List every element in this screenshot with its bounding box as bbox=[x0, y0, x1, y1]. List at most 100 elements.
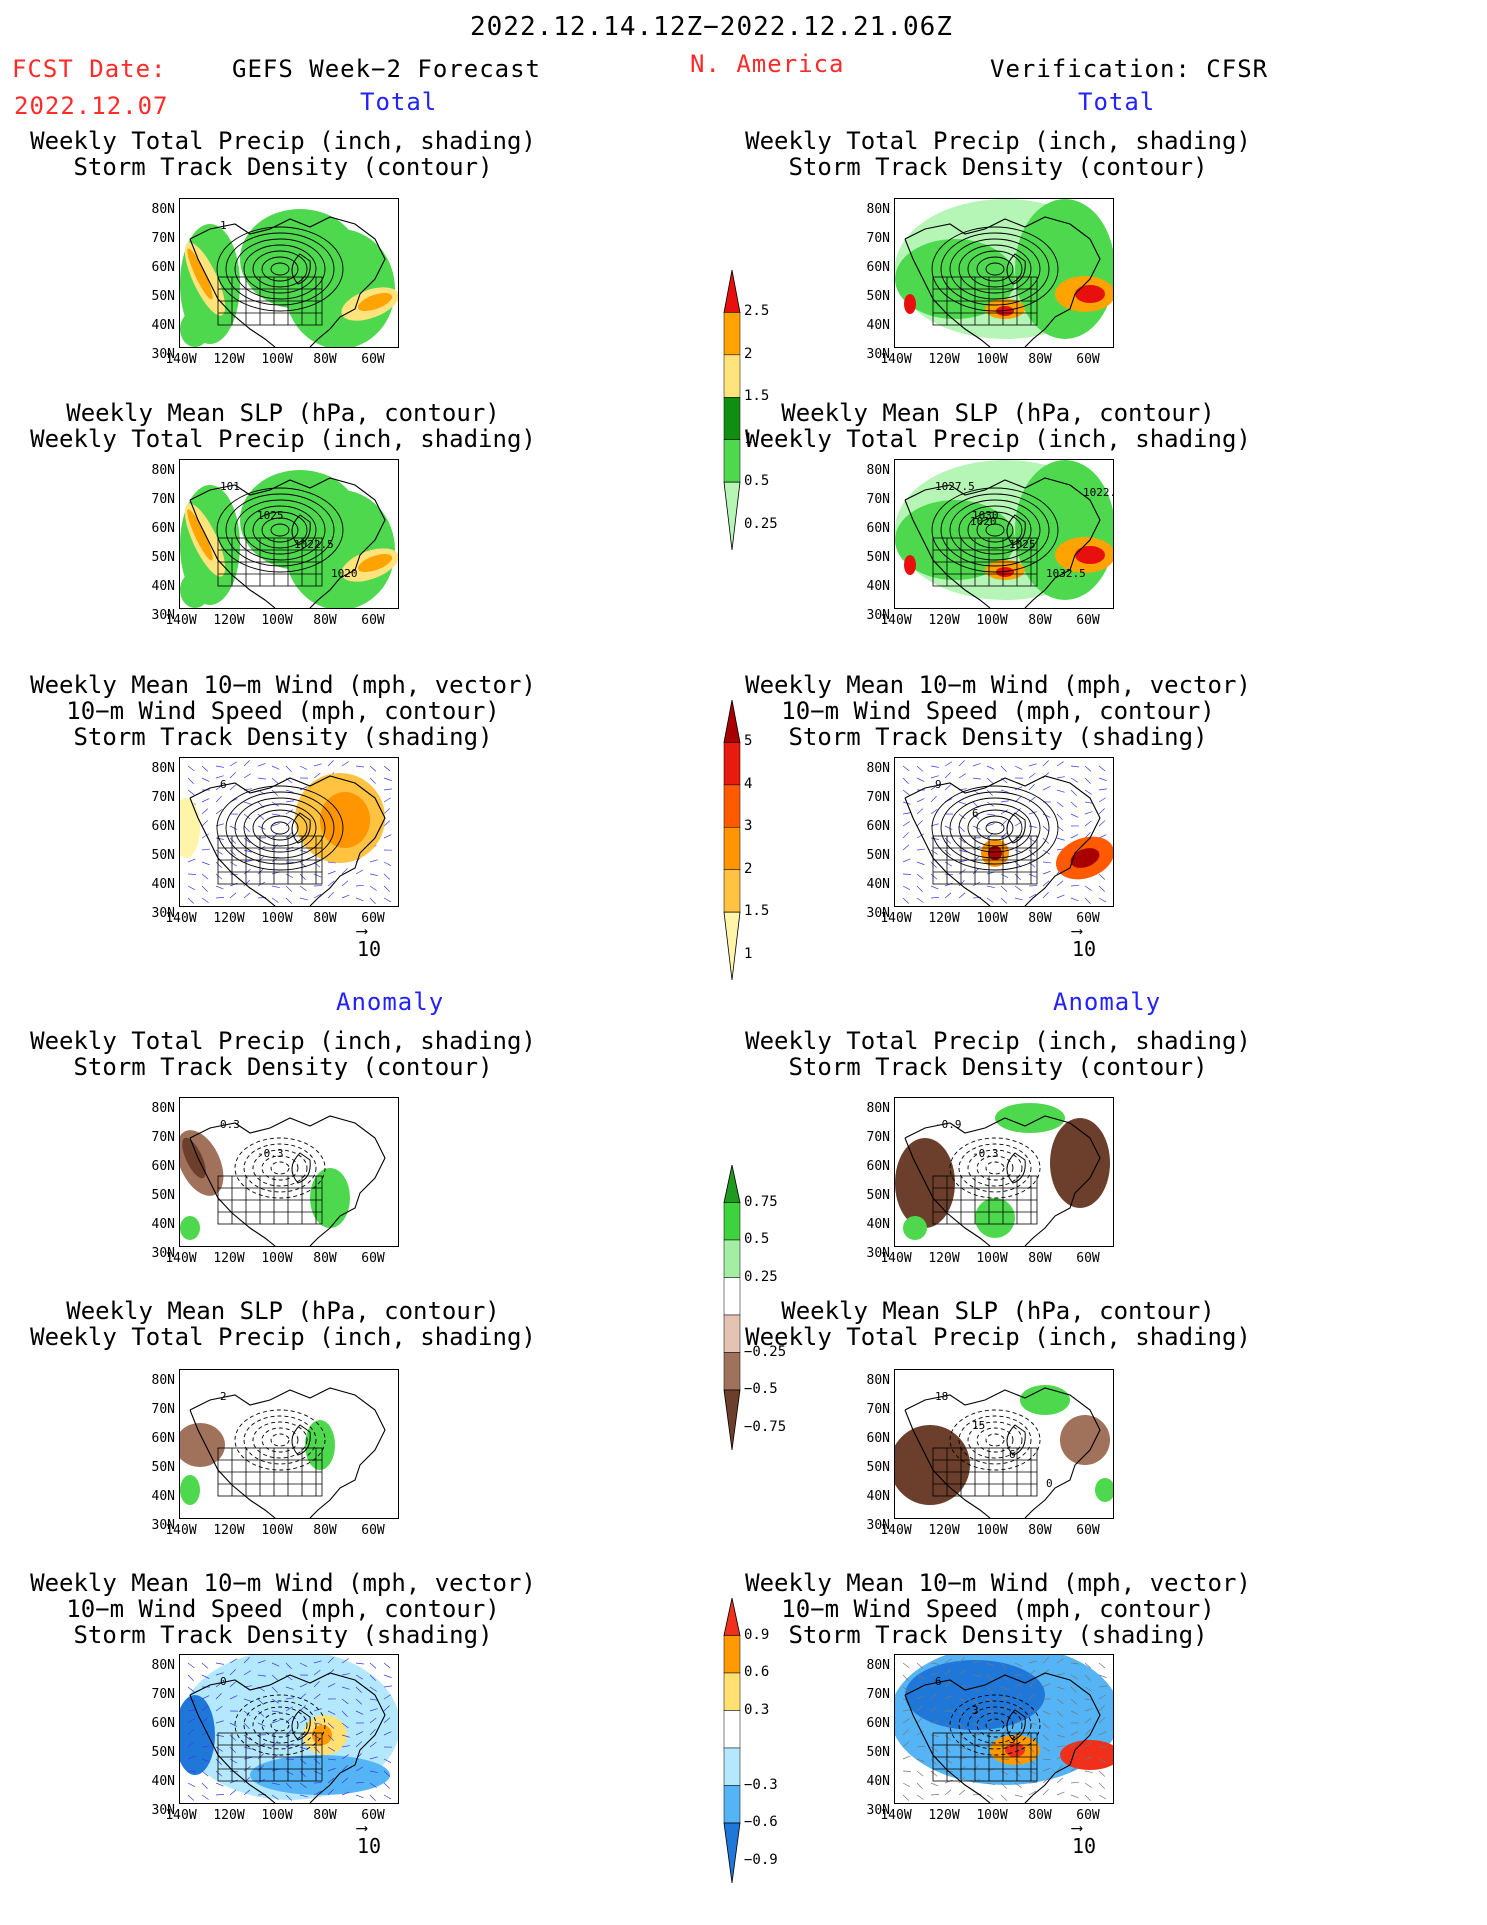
lon-label: 140W bbox=[165, 1808, 197, 1823]
vector-reference-value: 10 bbox=[357, 1834, 382, 1858]
va-precip-track-title-line: Weekly Total Precip (inch, shading) bbox=[745, 1027, 1251, 1055]
va-slp-precip-title: Weekly Mean SLP (hPa, contour) Weekly Tot… bbox=[718, 1298, 1278, 1350]
anom-wet-north bbox=[995, 1103, 1065, 1133]
lat-label: 30N bbox=[151, 1246, 175, 1261]
fc-precip-track-title-line: Storm Track Density (contour) bbox=[73, 153, 493, 181]
lat-label: 60N bbox=[151, 1431, 175, 1446]
contour-label: 0 bbox=[1046, 1477, 1053, 1490]
lon-label: 100W bbox=[976, 1251, 1008, 1266]
coastline bbox=[904, 1672, 1101, 1803]
va-wind-track-title-line: Weekly Mean 10−m Wind (mph, vector) bbox=[745, 1569, 1251, 1597]
colorbar-label: 5 bbox=[744, 733, 753, 750]
anom-positive-atlantic bbox=[1060, 1740, 1113, 1770]
vector-reference: ⟶ 10 bbox=[1072, 921, 1097, 962]
anom-wet-east bbox=[305, 1420, 335, 1470]
contour-label: -0.3 bbox=[257, 1147, 284, 1160]
anom-wet-north bbox=[1020, 1385, 1070, 1415]
fc-precip-track-title: Weekly Total Precip (inch, shading) Storm… bbox=[3, 128, 563, 180]
vector-reference-value: 10 bbox=[1072, 1834, 1097, 1858]
colorbar-segment bbox=[723, 1314, 741, 1353]
fa-wind-track-title-line: 10−m Wind Speed (mph, contour) bbox=[66, 1595, 500, 1623]
contour-label: 0 bbox=[220, 1675, 227, 1688]
lat-label: 60N bbox=[866, 521, 890, 536]
state-boundaries bbox=[932, 276, 1038, 326]
state-boundaries bbox=[932, 1447, 1038, 1497]
coastline bbox=[904, 775, 1101, 906]
track-density-east-core bbox=[320, 792, 370, 848]
lon-label: 60W bbox=[1076, 613, 1100, 628]
lat-label: 40N bbox=[151, 318, 175, 333]
lon-label: 80W bbox=[313, 1808, 337, 1823]
colorbar-label: 0.5 bbox=[744, 1231, 770, 1247]
hudson-bay-outline bbox=[1006, 812, 1026, 844]
fa-wind-track-title-line: Storm Track Density (shading) bbox=[73, 1621, 493, 1649]
state-boundaries bbox=[932, 835, 1038, 885]
lon-label: 100W bbox=[261, 1251, 293, 1266]
lat-label: 60N bbox=[151, 1159, 175, 1174]
state-boundaries bbox=[217, 1447, 323, 1497]
lat-label: 80N bbox=[151, 202, 175, 217]
anom-dry-west bbox=[180, 1423, 225, 1467]
vf-precip-track-map bbox=[894, 198, 1114, 348]
colorbar-label: −0.3 bbox=[744, 1776, 778, 1793]
coastline bbox=[189, 216, 386, 347]
contour-lines bbox=[931, 226, 1059, 312]
lat-label: 70N bbox=[866, 1402, 890, 1417]
anom-wet-southwest bbox=[180, 1216, 200, 1240]
va-wind-track-title: Weekly Mean 10−m Wind (mph, vector) 10−m … bbox=[718, 1570, 1278, 1648]
fc-slp-precip-title-line: Weekly Mean SLP (hPa, contour) bbox=[66, 399, 500, 427]
fc-wind-track-map: 6 bbox=[179, 757, 399, 907]
anom-negative-west bbox=[180, 1695, 215, 1775]
lat-label: 40N bbox=[151, 1489, 175, 1504]
lon-label: 120W bbox=[928, 1251, 960, 1266]
lon-label: 120W bbox=[213, 613, 245, 628]
precip-east bbox=[1015, 199, 1113, 339]
fa-wind-track-map: 0 bbox=[179, 1654, 399, 1804]
lat-label: 80N bbox=[151, 463, 175, 478]
hudson-bay-outline bbox=[1006, 1152, 1026, 1184]
lat-label: 30N bbox=[866, 347, 890, 362]
lon-label: 100W bbox=[976, 1523, 1008, 1538]
fa-precip-track-title-line: Weekly Total Precip (inch, shading) bbox=[30, 1027, 536, 1055]
lat-label: 60N bbox=[151, 521, 175, 536]
colorbar-segment bbox=[723, 1239, 741, 1278]
fc-slp-precip-map: 101 1025 1022.5 1020 bbox=[179, 459, 399, 609]
colorbar-segment bbox=[723, 784, 741, 828]
right-total-label: Total bbox=[1078, 88, 1156, 116]
colorbar-label: 0.6 bbox=[744, 1664, 770, 1680]
lon-label: 140W bbox=[880, 352, 912, 367]
lon-label: 120W bbox=[213, 1523, 245, 1538]
va-wind-track-title-line: Storm Track Density (shading) bbox=[788, 1621, 1208, 1649]
lat-label: 30N bbox=[866, 1518, 890, 1533]
vf-precip-track-title-line: Weekly Total Precip (inch, shading) bbox=[745, 127, 1251, 155]
fc-wind-track-title-line: Weekly Mean 10−m Wind (mph, vector) bbox=[30, 671, 536, 699]
lon-label: 80W bbox=[313, 1523, 337, 1538]
vf-wind-track-title-line: 10−m Wind Speed (mph, contour) bbox=[781, 697, 1215, 725]
colorbar-label: 4 bbox=[744, 775, 753, 792]
fa-slp-precip-map: 2 bbox=[179, 1369, 399, 1519]
colorbar-label: 1 bbox=[744, 945, 753, 962]
contour-label: 1022.5 bbox=[1083, 486, 1113, 499]
lon-label: 80W bbox=[1028, 352, 1052, 367]
colorbar-segment bbox=[723, 742, 741, 786]
lon-label: 120W bbox=[213, 1251, 245, 1266]
wind-vectors bbox=[902, 760, 1108, 904]
lat-label: 70N bbox=[866, 790, 890, 805]
contour-label: 1020 bbox=[970, 515, 997, 528]
contour-label: 3 bbox=[1009, 1733, 1016, 1746]
lon-label: 80W bbox=[1028, 911, 1052, 926]
state-boundaries bbox=[217, 537, 323, 587]
contour-label: 6 bbox=[220, 778, 227, 791]
colorbar-track_total bbox=[723, 700, 741, 981]
lat-label: 30N bbox=[866, 1246, 890, 1261]
hudson-bay-outline bbox=[1006, 1709, 1026, 1741]
va-wind-track-map: 6 3 3 bbox=[894, 1654, 1114, 1804]
lat-label: 40N bbox=[151, 877, 175, 892]
coastline bbox=[189, 1387, 386, 1518]
hudson-bay-outline bbox=[291, 812, 311, 844]
colorbar-top-arrow bbox=[723, 270, 741, 313]
precip-gulf-max bbox=[996, 306, 1014, 316]
anom-wet-east bbox=[310, 1168, 350, 1228]
colorbar-bottom-arrow bbox=[723, 1389, 741, 1451]
